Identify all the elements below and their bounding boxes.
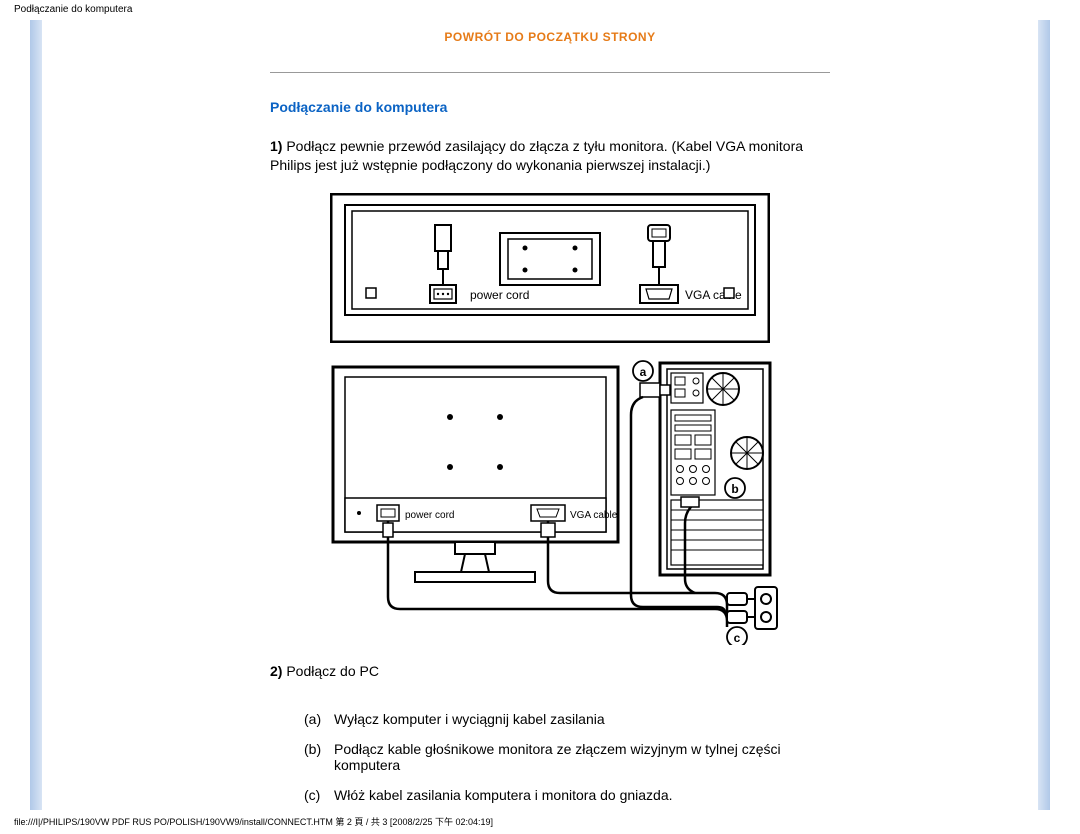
step-2-text: 2) Podłącz do PC [270,663,830,679]
step-2-body: Podłącz do PC [282,663,379,679]
back-to-top-link[interactable]: POWRÓT DO POCZĄTKU STRONY [270,30,830,44]
step-2-number: 2) [270,663,282,679]
substep-text: Podłącz kable głośnikowe monitora ze złą… [334,735,828,779]
table-row: (c) Włóż kabel zasilania komputera i mon… [304,781,828,809]
page-header-title: Podłączanie do komputera [14,4,132,15]
diagram2-marker-b: b [731,482,738,496]
diagram2-marker-c: c [734,631,741,645]
substeps-table: (a) Wyłącz komputer i wyciągnij kabel za… [302,703,830,811]
substep-text: Wyłącz komputer i wyciągnij kabel zasila… [334,705,828,733]
diagram-monitor-back: power cord VGA cable [330,193,770,343]
diagram-connection: power cord VGA cable [315,355,785,645]
step-1-text: 1) Podłącz pewnie przewód zasilający do … [270,137,830,175]
substep-letter: (a) [304,705,332,733]
right-sidebar-decoration [1038,20,1050,810]
diagram2-power-label: power cord [405,510,454,521]
step-1-number: 1) [270,138,282,154]
section-divider [270,72,830,73]
table-row: (a) Wyłącz komputer i wyciągnij kabel za… [304,705,828,733]
section-heading: Podłączanie do komputera [270,99,830,115]
page-footer-path: file:///I|/PHILIPS/190VW PDF RUS PO/POLI… [14,815,493,828]
substep-letter: (b) [304,735,332,779]
left-sidebar-decoration [30,20,42,810]
table-row: (b) Podłącz kable głośnikowe monitora ze… [304,735,828,779]
diagram1-power-label: power cord [470,288,529,302]
diagram2-marker-a: a [640,365,647,379]
substep-text: Włóż kabel zasilania komputera i monitor… [334,781,828,809]
main-content: POWRÓT DO POCZĄTKU STRONY Podłączanie do… [270,20,830,811]
diagram2-vga-label: VGA cable [570,510,618,521]
step-1-body: Podłącz pewnie przewód zasilający do złą… [270,138,803,173]
substep-letter: (c) [304,781,332,809]
